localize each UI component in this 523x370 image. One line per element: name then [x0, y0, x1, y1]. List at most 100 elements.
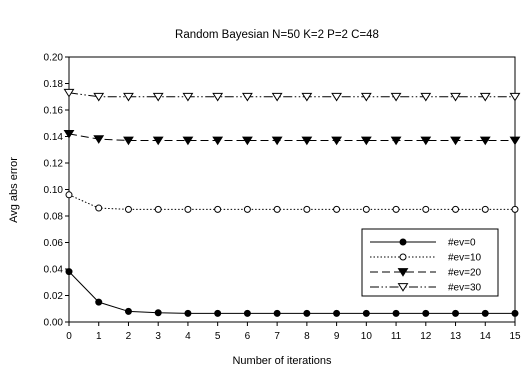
series-line	[68, 194, 515, 210]
data-point	[271, 92, 283, 102]
data-point	[333, 205, 341, 213]
series-ev-0	[65, 268, 519, 317]
data-point	[392, 205, 400, 213]
data-point	[303, 309, 311, 317]
data-point	[331, 92, 343, 102]
x-tick-label: 10	[361, 331, 373, 342]
data-point	[184, 205, 192, 213]
data-point	[303, 205, 311, 213]
x-tick-label: 9	[334, 331, 340, 342]
data-point	[182, 92, 194, 102]
data-point	[390, 92, 402, 102]
data-point	[243, 205, 251, 213]
x-tick-label: 2	[126, 331, 132, 342]
series-line	[68, 92, 515, 98]
data-point	[241, 92, 253, 102]
data-point	[93, 135, 105, 144]
x-tick-label: 1	[96, 331, 102, 342]
data-point	[212, 136, 224, 146]
y-tick-label: 0.14	[44, 132, 64, 143]
data-point	[273, 309, 281, 317]
data-point	[271, 136, 283, 146]
y-tick-label: 0.06	[44, 238, 64, 249]
x-tick-label: 6	[245, 331, 251, 342]
y-tick-label: 0.18	[44, 79, 64, 90]
x-tick-label: 5	[215, 331, 221, 342]
data-point	[95, 204, 103, 212]
data-point	[362, 205, 370, 213]
data-point	[214, 309, 222, 317]
y-tick-label: 0.00	[44, 318, 64, 329]
x-axis-label: Number of iterations	[232, 355, 332, 367]
data-point	[392, 309, 400, 317]
data-point	[123, 92, 134, 102]
series-line	[68, 271, 515, 314]
data-point	[63, 129, 75, 139]
legend-label: #ev=20	[448, 268, 482, 279]
data-point	[452, 205, 460, 213]
data-point	[422, 205, 430, 213]
data-point	[214, 205, 222, 213]
y-tick-label: 0.04	[44, 265, 64, 276]
x-tick-label: 13	[450, 331, 462, 342]
x-tick-label: 3	[155, 331, 161, 342]
data-point	[509, 136, 521, 146]
data-point	[95, 298, 103, 306]
data-point	[65, 268, 73, 276]
chart-title: Random Bayesian N=50 K=2 P=2 C=48	[175, 29, 379, 41]
data-point	[63, 88, 75, 98]
y-tick-label: 0.20	[44, 53, 64, 64]
series-ev-10	[65, 191, 519, 213]
data-point	[184, 309, 192, 317]
data-point	[182, 136, 194, 146]
data-point	[243, 309, 251, 317]
y-tick-label: 0.12	[44, 159, 64, 170]
legend-label: #ev=10	[448, 253, 482, 264]
data-point	[152, 92, 164, 102]
data-point	[154, 309, 162, 317]
data-point	[511, 205, 519, 213]
data-point	[450, 136, 461, 146]
data-point	[362, 309, 370, 317]
data-point	[420, 92, 432, 102]
x-tick-label: 0	[66, 331, 72, 342]
data-point	[481, 205, 489, 213]
y-axis-label: Avg abs error	[8, 157, 20, 223]
data-point	[481, 309, 489, 317]
data-point	[450, 92, 461, 102]
data-point	[301, 92, 313, 102]
data-point	[93, 92, 105, 102]
data-point	[152, 136, 164, 146]
legend-marker	[397, 268, 409, 277]
x-tick-label: 11	[391, 331, 402, 342]
data-point	[390, 136, 402, 146]
legend-label: #ev=0	[448, 238, 476, 249]
data-point	[241, 136, 253, 146]
y-tick-label: 0.02	[44, 291, 64, 302]
series-ev-30	[63, 88, 521, 102]
data-point	[360, 136, 372, 146]
x-tick-label: 8	[304, 331, 310, 342]
legend	[361, 228, 499, 297]
data-point	[452, 309, 460, 317]
data-point	[420, 136, 432, 146]
legend-marker	[399, 253, 407, 261]
series-line	[68, 133, 515, 141]
data-point	[331, 136, 343, 146]
x-tick-label: 15	[509, 331, 521, 342]
x-tick-label: 4	[185, 331, 191, 342]
data-point	[65, 191, 73, 199]
data-point	[124, 205, 132, 213]
x-tick-label: 12	[420, 331, 432, 342]
data-point	[360, 92, 372, 102]
y-tick-label: 0.16	[44, 106, 64, 117]
data-point	[509, 92, 521, 102]
data-point	[301, 136, 313, 146]
data-point	[511, 309, 519, 317]
data-point	[333, 309, 341, 317]
series-ev-20	[63, 129, 521, 146]
data-point	[154, 205, 162, 213]
data-point	[273, 205, 281, 213]
